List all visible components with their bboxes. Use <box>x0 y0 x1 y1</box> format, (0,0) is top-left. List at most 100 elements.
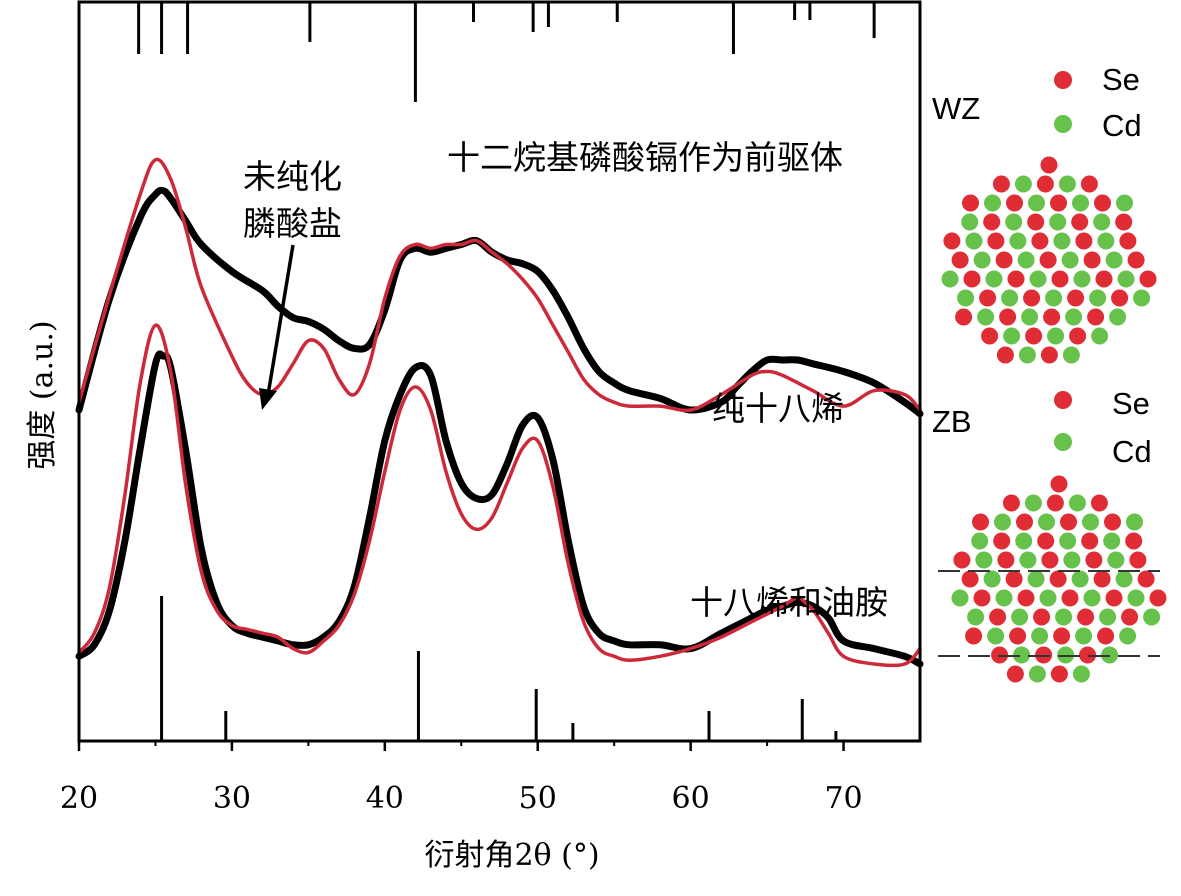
se-atom <box>1104 513 1121 531</box>
se-atom <box>1007 270 1025 288</box>
se-atom <box>962 194 979 212</box>
se-atom <box>1037 532 1055 550</box>
cd-atom <box>1061 251 1079 269</box>
se-atom <box>1069 327 1087 345</box>
y-axis-title: 强度 (a.u.) <box>25 320 60 469</box>
se-atom <box>1095 270 1113 288</box>
se-atom <box>1121 608 1139 626</box>
se-atom <box>999 308 1017 326</box>
annotation-precursor: 十二烷基磷酸镉作为前驱体 <box>447 138 843 177</box>
se-atom <box>1049 570 1067 588</box>
se-atom <box>1002 494 1020 512</box>
se-atom <box>1080 175 1098 193</box>
cd-atom <box>985 270 1003 288</box>
se-atom <box>1025 327 1043 345</box>
cd-atom <box>1068 494 1086 512</box>
se-atom <box>1077 608 1095 626</box>
cd-atom <box>1126 513 1143 531</box>
cd-atom <box>1083 589 1101 607</box>
cd-atom <box>1143 608 1161 626</box>
se-atom <box>1031 232 1049 250</box>
cd-atom <box>1028 194 1045 212</box>
cd-atom <box>1017 251 1035 269</box>
x-tick-label: 70 <box>824 781 862 816</box>
se-atom <box>1111 289 1129 307</box>
cd-atom <box>1075 627 1093 645</box>
cd-atom <box>1055 608 1073 626</box>
zb-legend-cd-marker <box>1054 433 1072 451</box>
se-atom <box>955 308 973 326</box>
cd-atom <box>983 570 1001 588</box>
cd-atom <box>1047 327 1065 345</box>
zb-legend-se-marker <box>1054 391 1072 409</box>
cd-atom <box>1116 194 1133 212</box>
cd-atom <box>1027 570 1045 588</box>
cd-atom <box>1117 270 1135 288</box>
se-atom <box>1129 551 1147 569</box>
x-tick-label: 20 <box>60 781 98 816</box>
cd-atom <box>1089 289 1107 307</box>
cd-atom <box>1105 251 1123 269</box>
se-atom <box>979 289 997 307</box>
cd-atom <box>1093 213 1111 231</box>
wz-legend-cd-text: Cd <box>1102 108 1142 143</box>
wz-label: WZ <box>932 91 980 126</box>
se-atom <box>1093 570 1111 588</box>
se-atom <box>1053 627 1071 645</box>
x-tick-label: 40 <box>366 781 404 816</box>
se-atom <box>995 251 1013 269</box>
cd-atom <box>1072 665 1090 683</box>
cd-atom <box>1063 551 1081 569</box>
cd-atom <box>1024 494 1042 512</box>
se-atom <box>965 627 983 645</box>
se-atom <box>953 551 971 569</box>
se-atom <box>1051 270 1069 288</box>
se-atom <box>1061 589 1079 607</box>
se-atom <box>1085 551 1103 569</box>
upper-fitted-line <box>77 157 922 413</box>
cd-atom <box>1019 551 1037 569</box>
cd-atom <box>1005 213 1023 231</box>
se-atom <box>992 175 1010 193</box>
cd-atom <box>957 289 975 307</box>
cd-atom <box>1065 308 1083 326</box>
lower-measured-line <box>75 350 924 668</box>
se-atom <box>1050 194 1067 212</box>
se-atom <box>1040 346 1058 364</box>
se-atom <box>1094 194 1111 212</box>
cd-atom <box>995 589 1013 607</box>
se-atom <box>1036 175 1054 193</box>
se-atom <box>989 608 1007 626</box>
cd-atom <box>965 232 983 250</box>
se-atom <box>1137 570 1155 588</box>
se-atom <box>1127 251 1145 269</box>
cd-atom <box>1059 532 1077 550</box>
cd-atom <box>1028 665 1046 683</box>
se-atom <box>1046 494 1064 512</box>
cd-atom <box>1021 308 1039 326</box>
cd-atom <box>1013 646 1031 664</box>
se-atom <box>1041 551 1059 569</box>
se-atom <box>951 251 969 269</box>
x-axis-title: 衍射角2θ (°) <box>424 838 599 873</box>
se-atom <box>1083 251 1101 269</box>
se-atom <box>1033 608 1051 626</box>
cd-atom <box>1127 589 1145 607</box>
wz-legend-se-text: Se <box>1102 62 1140 97</box>
cd-atom <box>1097 232 1115 250</box>
cd-atom <box>1015 532 1033 550</box>
wz-crystal-lattice <box>941 156 1157 364</box>
se-atom <box>1039 251 1057 269</box>
annotation-impurity-line2: 膦酸盐 <box>243 204 342 243</box>
label-lower-curve: 十八烯和油胺 <box>690 583 888 622</box>
cd-atom <box>1073 270 1091 288</box>
se-atom <box>961 570 979 588</box>
se-atom <box>1149 589 1167 607</box>
cd-atom <box>994 513 1011 531</box>
se-atom <box>1006 665 1024 683</box>
se-atom <box>996 346 1014 364</box>
cd-atom <box>1091 327 1109 345</box>
se-atom <box>943 232 961 250</box>
lower-fitted-line <box>77 323 922 668</box>
se-atom <box>1119 232 1137 250</box>
